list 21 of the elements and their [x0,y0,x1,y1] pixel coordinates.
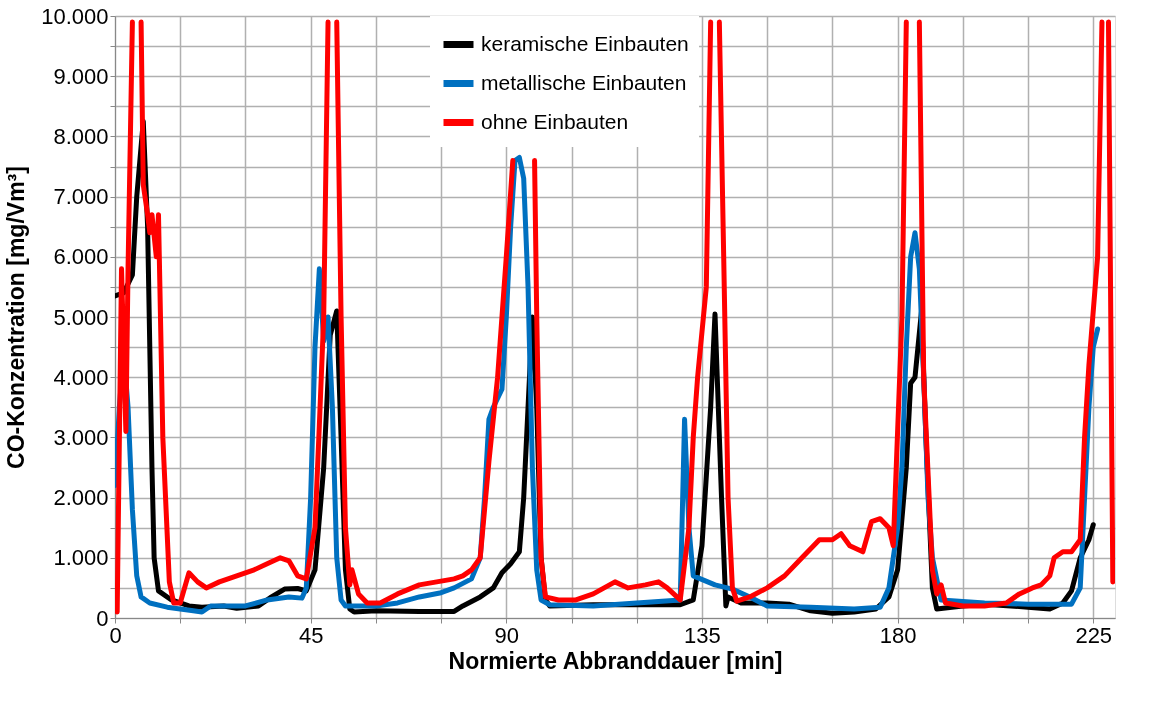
y-tick-label: 1.000 [53,545,109,571]
y-axis-title: CO-Konzentration [mg/Vm³] [3,166,30,469]
legend-label: ohne Einbauten [481,109,629,133]
y-tick-label: 3.000 [53,424,109,450]
x-axis-title: Normierte Abbranddauer [min] [448,647,783,674]
y-tick-label: 2.000 [53,485,109,511]
y-tick-label: 8.000 [53,123,109,149]
x-tick-label: 135 [684,622,721,648]
x-tick-label: 45 [298,622,324,648]
x-tick-label: 90 [494,622,520,648]
x-tick-label: 180 [879,622,917,648]
y-tick-label: 5.000 [53,304,109,330]
y-tick-label: 4.000 [53,364,109,390]
y-tick-label: 0 [96,605,109,631]
y-tick-label: 7.000 [53,184,109,210]
y-tick-label: 6.000 [53,244,109,270]
legend-label: keramische Einbauten [481,31,689,55]
y-tick-label: 9.000 [53,63,109,89]
y-tick-label: 10.000 [41,3,109,29]
x-tick-label: 225 [1075,622,1113,648]
legend-label: metallische Einbauten [481,70,687,94]
